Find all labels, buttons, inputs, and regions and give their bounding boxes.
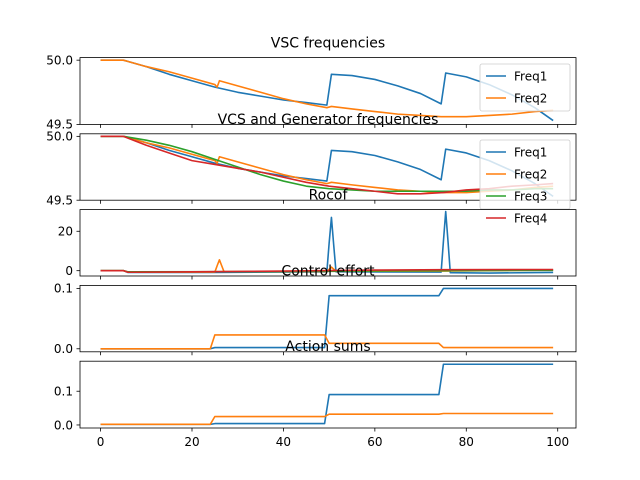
axes-frame [79,284,577,353]
legend: Freq1 Freq2 Freq3 Freq4 [479,139,571,225]
legend-label: Freq2 [514,91,547,105]
legend-label: Freq4 [514,211,547,225]
subplot-title: Action sums [285,339,370,355]
axes-frame [79,133,577,201]
series-line-freq2 [100,412,554,426]
axes-frame [79,57,577,125]
axes-frame [79,360,577,429]
series-line-freq1 [100,59,554,122]
axes-frame [79,209,577,277]
subplot-4: 0.1 0.0 Control effort [54,263,577,356]
legend-label: Freq1 [514,69,547,83]
subplot-title: Control effort [281,263,375,279]
y-tick-label: 50.0 [46,130,73,144]
legend-label: Freq1 [514,145,547,159]
y-tick-label: 0.1 [54,282,73,296]
subplot-1: 50.0 49.5 Freq1 Freq2 VSC frequencies [46,36,577,132]
y-tick-label: 0 [65,264,73,278]
y-tick-label: 0.0 [54,342,73,356]
series-group [100,59,554,122]
y-tick-label: 0.1 [54,385,73,399]
series-group [100,363,554,426]
y-tick-label: 49.5 [46,118,73,132]
subplot-3: 20 0 Rocof [58,188,577,280]
series-line-freq2 [100,59,554,118]
series-line-freq2 [100,135,554,194]
series-group [100,210,554,274]
y-tick-label: 20 [58,225,73,239]
subplot-title: Rocof [309,188,349,204]
legend-label: Freq2 [514,167,547,181]
x-tick-label: 60 [367,435,382,449]
legend-label: Freq3 [514,189,547,203]
series-group [100,287,554,350]
subplot-title: VCS and Generator frequencies [218,112,439,128]
x-tick-label: 80 [459,435,474,449]
x-tick-label: 0 [97,435,105,449]
x-tick-label: 40 [276,435,291,449]
series-line-freq2 [100,334,554,350]
y-tick-label: 50.0 [46,53,73,67]
x-tick-label: 100 [546,435,569,449]
legend: Freq1 Freq2 [479,63,571,112]
legend-box [479,139,571,210]
y-tick-label: 49.5 [46,194,73,208]
subplot-5: 0.1 0.0 0 20 40 60 80 100 Action sums [54,339,577,449]
series-line-freq1 [100,135,554,198]
series-line-freq4 [100,268,554,274]
y-tick-label: 0.0 [54,418,73,432]
subplot-title: VSC frequencies [271,36,385,52]
x-tick-label: 20 [184,435,199,449]
